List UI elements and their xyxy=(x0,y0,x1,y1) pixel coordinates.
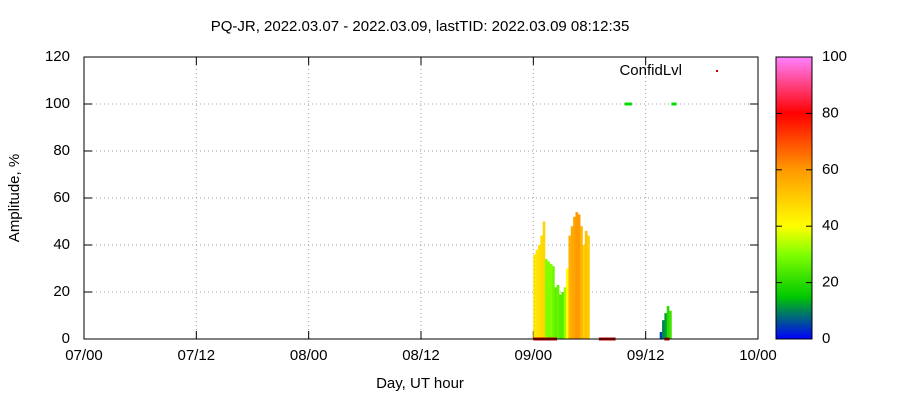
amplitude-bar xyxy=(538,245,541,339)
x-axis-label: Day, UT hour xyxy=(376,375,464,392)
x-tick-label: 10/00 xyxy=(739,347,777,364)
x-tick-label: 08/00 xyxy=(290,347,328,364)
colorbar-tick-label: 80 xyxy=(822,104,839,121)
amplitude-bar xyxy=(575,212,579,339)
x-tick-label: 09/12 xyxy=(627,347,665,364)
amplitude-bar xyxy=(549,263,553,339)
y-tick-label: 60 xyxy=(53,189,70,206)
amplitude-bar xyxy=(659,331,663,339)
legend-label: ConfidLvl xyxy=(619,62,682,79)
y-tick-label: 40 xyxy=(53,236,70,253)
x-tick-label: 08/12 xyxy=(402,347,440,364)
amplitude-bar xyxy=(582,245,586,339)
amplitude-bar xyxy=(568,235,572,339)
y-tick-label: 80 xyxy=(53,142,70,159)
amplitude-bar xyxy=(584,230,588,339)
plot-frame xyxy=(83,56,759,340)
amplitude-bar xyxy=(570,226,574,339)
y-tick-label: 20 xyxy=(53,283,70,300)
x-tick-label: 07/00 xyxy=(65,347,103,364)
colorbar-tick-label: 0 xyxy=(822,330,830,347)
colorbar xyxy=(775,56,813,340)
y-axis-label: Amplitude, % xyxy=(6,154,23,242)
amplitude-bar xyxy=(554,287,558,339)
x-tick-label: 09/00 xyxy=(515,347,553,364)
colorbar-tick-label: 100 xyxy=(822,48,847,65)
amplitude-bar xyxy=(573,216,576,339)
amplitude-bar xyxy=(666,306,670,339)
confid-point xyxy=(629,102,632,106)
amplitude-bar xyxy=(559,294,562,339)
y-tick-label: 0 xyxy=(62,330,70,347)
amplitude-bar xyxy=(566,268,569,339)
colorbar-tick-label: 20 xyxy=(822,274,839,291)
amplitude-bar xyxy=(587,235,590,339)
confid-point xyxy=(671,102,675,106)
amplitude-bar xyxy=(535,249,539,339)
chart-title: PQ-JR, 2022.03.07 - 2022.03.09, lastTID:… xyxy=(211,18,630,35)
y-tick-label: 100 xyxy=(45,95,70,112)
amplitude-bar xyxy=(580,226,583,339)
x-tick-label: 07/12 xyxy=(178,347,216,364)
amplitude-bar xyxy=(540,235,543,339)
confid-point xyxy=(626,102,630,106)
amplitude-bar xyxy=(664,313,668,339)
y-tick-label: 120 xyxy=(45,48,70,65)
amplitude-bar xyxy=(547,261,551,339)
amplitude-bar xyxy=(545,259,548,339)
amplitude-bar xyxy=(563,287,567,339)
amplitude-bar xyxy=(561,292,565,339)
legend-marker xyxy=(716,70,718,72)
colorbar-tick-label: 40 xyxy=(822,217,839,234)
confid-point xyxy=(624,102,628,106)
amplitude-bar xyxy=(669,310,672,339)
amplitude-bar xyxy=(556,284,560,339)
confid-point xyxy=(673,102,677,106)
amplitude-bar xyxy=(552,266,555,339)
amplitude-bar xyxy=(533,254,536,339)
amplitude-bar xyxy=(577,214,581,339)
amplitude-bar xyxy=(662,320,665,339)
colorbar-tick-label: 60 xyxy=(822,161,839,178)
amplitude-bar xyxy=(542,221,546,339)
